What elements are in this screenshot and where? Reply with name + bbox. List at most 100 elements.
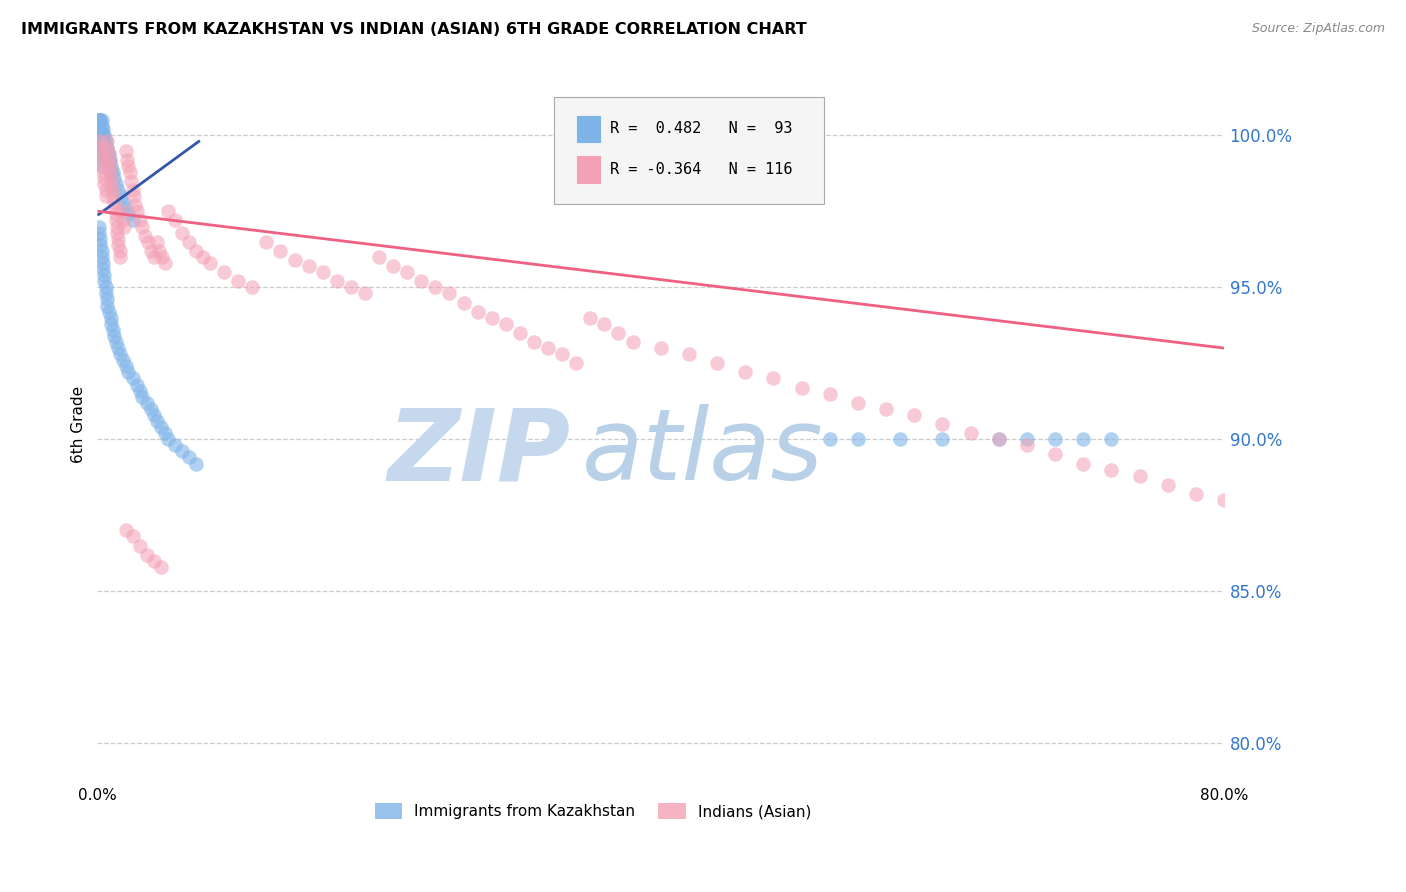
Point [134, 228, 156, 243]
Point [621, 334, 644, 349]
Point [97, 146, 120, 161]
Point [94, 146, 117, 161]
Point [184, 457, 207, 471]
Point [114, 202, 136, 216]
Point [87, 226, 110, 240]
Point [467, 304, 489, 318]
Point [889, 432, 911, 446]
Point [153, 426, 176, 441]
Point [90, 135, 112, 149]
Point [1157, 478, 1180, 492]
Text: R = -0.364   N = 116: R = -0.364 N = 116 [610, 162, 793, 177]
Point [297, 259, 319, 273]
Point [91, 256, 114, 270]
Point [121, 529, 143, 543]
Point [135, 548, 157, 562]
Point [94, 286, 117, 301]
Point [114, 144, 136, 158]
Point [90, 140, 112, 154]
Point [1043, 432, 1066, 446]
Point [153, 256, 176, 270]
Point [100, 310, 122, 325]
Point [198, 256, 221, 270]
Point [846, 432, 869, 446]
Point [91, 146, 114, 161]
Point [101, 165, 124, 179]
Point [107, 232, 129, 246]
Point [382, 259, 405, 273]
Point [90, 120, 112, 134]
Point [90, 146, 112, 161]
Point [163, 438, 186, 452]
Point [565, 356, 588, 370]
Point [114, 359, 136, 374]
Point [111, 195, 134, 210]
Point [96, 135, 118, 149]
Text: Source: ZipAtlas.com: Source: ZipAtlas.com [1251, 22, 1385, 36]
Point [128, 384, 150, 398]
Point [117, 159, 139, 173]
Point [340, 280, 363, 294]
Point [1099, 463, 1122, 477]
Point [120, 174, 142, 188]
Point [903, 408, 925, 422]
Point [170, 226, 193, 240]
Point [125, 204, 148, 219]
Point [551, 347, 574, 361]
Point [177, 450, 200, 465]
Point [90, 159, 112, 173]
Point [90, 128, 112, 143]
Point [254, 235, 277, 249]
Point [94, 135, 117, 149]
Point [89, 144, 111, 158]
Point [93, 135, 115, 149]
Point [98, 159, 121, 173]
Point [117, 365, 139, 379]
Point [97, 153, 120, 167]
Point [90, 146, 112, 161]
Point [89, 237, 111, 252]
Point [875, 401, 897, 416]
Point [145, 414, 167, 428]
Point [104, 177, 127, 191]
Point [191, 250, 214, 264]
Point [87, 113, 110, 128]
Point [94, 183, 117, 197]
Point [103, 202, 125, 216]
Point [89, 135, 111, 149]
Point [104, 207, 127, 221]
Point [96, 140, 118, 154]
Point [91, 165, 114, 179]
Point [87, 219, 110, 234]
Point [142, 250, 165, 264]
Point [108, 244, 131, 258]
Point [846, 396, 869, 410]
Point [425, 280, 447, 294]
Point [125, 377, 148, 392]
Point [94, 189, 117, 203]
Point [145, 235, 167, 249]
Point [96, 299, 118, 313]
Text: atlas: atlas [582, 404, 824, 501]
Point [139, 244, 162, 258]
Point [91, 122, 114, 136]
Point [103, 195, 125, 210]
Point [111, 353, 134, 368]
Point [226, 274, 249, 288]
Point [537, 341, 560, 355]
Point [103, 170, 125, 185]
Point [93, 170, 115, 185]
Point [163, 213, 186, 227]
Point [107, 183, 129, 197]
Point [481, 310, 503, 325]
Point [90, 244, 112, 258]
Point [111, 213, 134, 227]
Point [93, 146, 115, 161]
Point [93, 140, 115, 154]
Point [959, 426, 981, 441]
Point [93, 274, 115, 288]
Point [97, 153, 120, 167]
Point [312, 265, 335, 279]
Point [1128, 468, 1150, 483]
Bar [576, 115, 600, 144]
